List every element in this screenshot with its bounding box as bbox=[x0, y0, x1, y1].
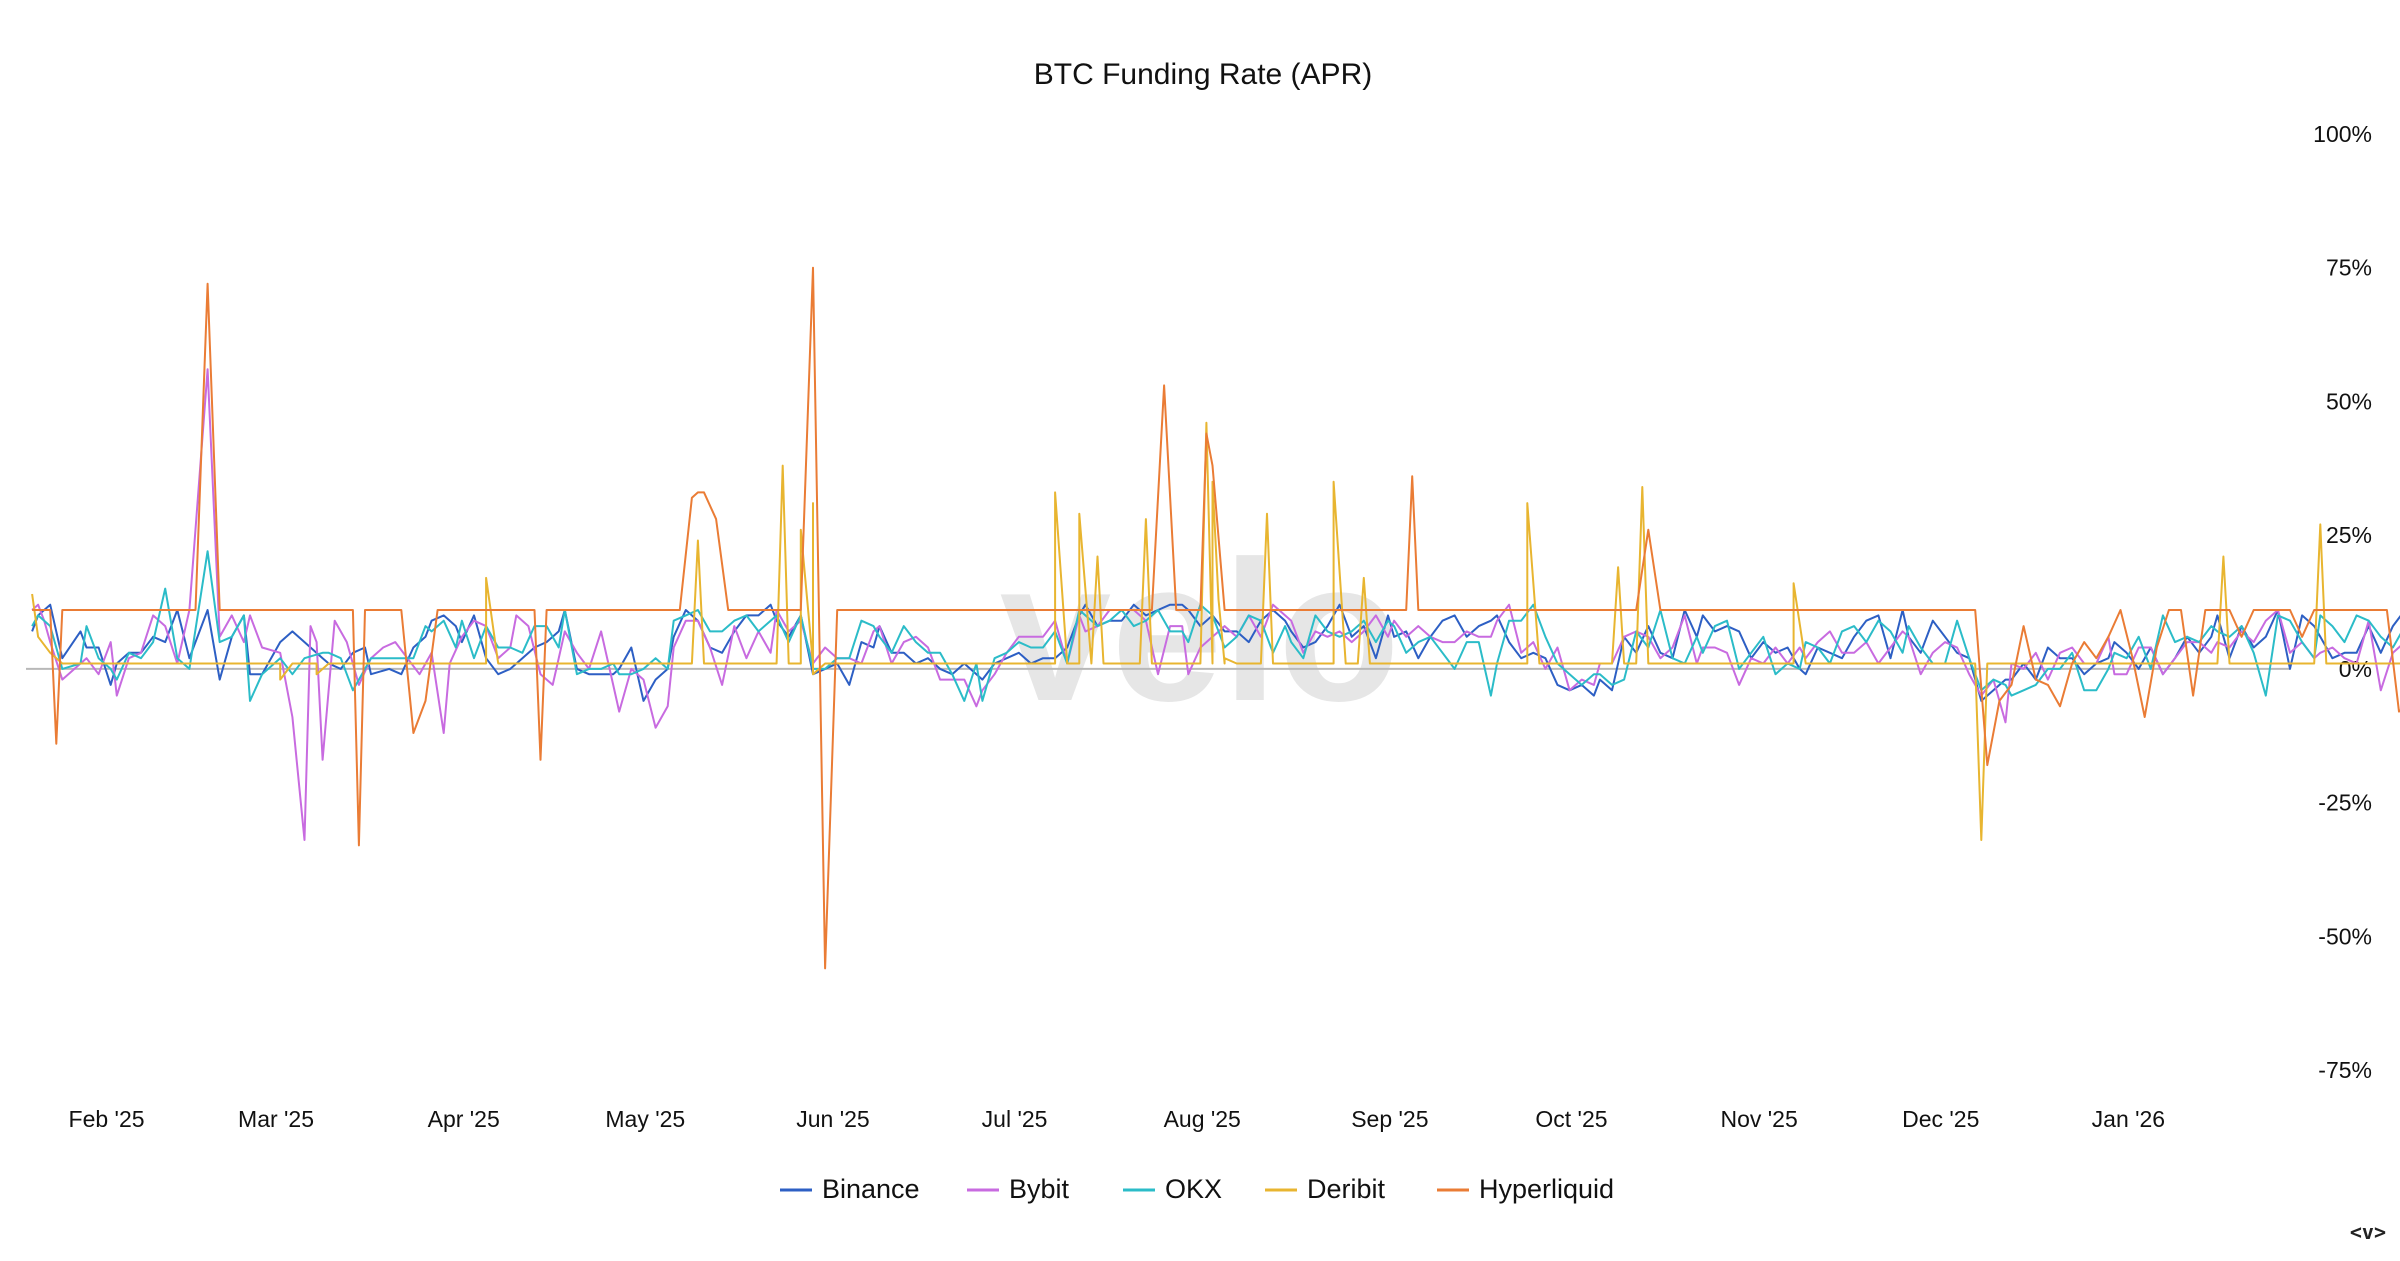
x-tick-label: Sep '25 bbox=[1351, 1106, 1428, 1132]
x-tick-label: Jan '26 bbox=[2092, 1106, 2165, 1132]
series-line-hyperliquid bbox=[32, 266, 2400, 970]
series-line-deribit bbox=[31, 421, 2400, 841]
y-tick-label: 0% bbox=[2339, 656, 2372, 682]
y-tick-label: 100% bbox=[2313, 121, 2372, 147]
series-line-okx bbox=[31, 550, 2400, 702]
x-tick-label: Oct '25 bbox=[1535, 1106, 1607, 1132]
legend-label: OKX bbox=[1165, 1174, 1222, 1204]
y-tick-label: -75% bbox=[2318, 1057, 2372, 1083]
x-tick-label: May '25 bbox=[605, 1106, 685, 1132]
legend-label: Bybit bbox=[1009, 1174, 1070, 1204]
y-tick-label: 50% bbox=[2326, 388, 2372, 414]
x-tick-label: Aug '25 bbox=[1164, 1106, 1241, 1132]
x-tick-label: Nov '25 bbox=[1721, 1106, 1798, 1132]
legend-item-binance[interactable]: Binance bbox=[780, 1174, 920, 1204]
x-tick-label: Jul '25 bbox=[982, 1106, 1048, 1132]
legend-item-hyperliquid[interactable]: Hyperliquid bbox=[1437, 1174, 1614, 1204]
legend-item-bybit[interactable]: Bybit bbox=[967, 1174, 1070, 1204]
y-axis: 100% 75% 50% 25% 0% -25% -50% -75% bbox=[2313, 121, 2372, 1083]
legend[interactable]: Binance Bybit OKX Deribit Hyperliquid bbox=[780, 1174, 1614, 1204]
legend-item-okx[interactable]: OKX bbox=[1123, 1174, 1222, 1204]
y-tick-label: 25% bbox=[2326, 522, 2372, 548]
x-tick-label: Apr '25 bbox=[428, 1106, 500, 1132]
legend-label: Binance bbox=[822, 1174, 920, 1204]
y-tick-label: -25% bbox=[2318, 790, 2372, 816]
expand-toggle[interactable]: <v> bbox=[2349, 1220, 2386, 1244]
y-tick-label: -50% bbox=[2318, 923, 2372, 949]
legend-item-deribit[interactable]: Deribit bbox=[1265, 1174, 1386, 1204]
x-tick-label: Mar '25 bbox=[238, 1106, 314, 1132]
x-axis: Feb '25 Mar '25 Apr '25 May '25 Jun '25 Jul '… bbox=[69, 1106, 2166, 1132]
legend-label: Deribit bbox=[1307, 1174, 1386, 1204]
y-tick-label: 75% bbox=[2326, 255, 2372, 281]
x-tick-label: Dec '25 bbox=[1902, 1106, 1979, 1132]
legend-label: Hyperliquid bbox=[1479, 1174, 1614, 1204]
series-lines bbox=[31, 266, 2400, 970]
chart-title: BTC Funding Rate (APR) bbox=[1034, 58, 1372, 91]
x-tick-label: Feb '25 bbox=[69, 1106, 145, 1132]
x-tick-label: Jun '25 bbox=[796, 1106, 869, 1132]
